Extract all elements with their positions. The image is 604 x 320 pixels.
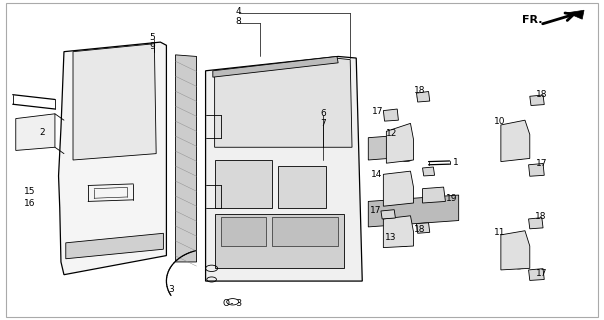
Polygon shape	[66, 233, 164, 259]
Polygon shape	[384, 216, 414, 248]
Polygon shape	[214, 214, 344, 268]
Polygon shape	[384, 171, 414, 206]
Circle shape	[388, 135, 405, 144]
Circle shape	[505, 244, 521, 252]
Text: 13: 13	[385, 233, 397, 242]
Polygon shape	[501, 231, 530, 270]
Text: 17: 17	[536, 159, 548, 168]
Polygon shape	[272, 217, 338, 246]
Polygon shape	[205, 56, 362, 281]
Polygon shape	[501, 120, 530, 162]
Polygon shape	[530, 95, 544, 106]
Text: 11: 11	[494, 228, 506, 237]
Polygon shape	[567, 10, 584, 19]
Text: 14: 14	[371, 170, 382, 179]
Circle shape	[513, 153, 525, 159]
Text: 1: 1	[453, 158, 458, 167]
Text: 12: 12	[385, 129, 397, 138]
Text: 7: 7	[320, 119, 326, 128]
Circle shape	[423, 169, 433, 174]
Circle shape	[505, 133, 521, 142]
Text: 18: 18	[414, 225, 425, 234]
Text: 8: 8	[236, 17, 242, 26]
Text: 3: 3	[169, 284, 174, 293]
Text: 18: 18	[536, 90, 548, 99]
Circle shape	[397, 240, 410, 247]
Circle shape	[530, 272, 541, 277]
Text: 4: 4	[236, 7, 242, 16]
Text: 6: 6	[320, 109, 326, 118]
Polygon shape	[384, 109, 399, 121]
Circle shape	[513, 263, 525, 269]
Polygon shape	[387, 123, 414, 163]
Polygon shape	[528, 269, 544, 280]
Polygon shape	[417, 92, 430, 102]
Polygon shape	[175, 55, 196, 262]
Circle shape	[388, 224, 403, 233]
Text: O- 3: O- 3	[223, 299, 242, 308]
Polygon shape	[423, 167, 434, 176]
Circle shape	[530, 167, 541, 172]
Text: 17: 17	[370, 206, 382, 215]
Text: 15: 15	[24, 187, 36, 196]
Text: 9: 9	[149, 42, 155, 52]
Circle shape	[532, 98, 541, 103]
Text: 17: 17	[371, 107, 383, 116]
Polygon shape	[368, 195, 458, 227]
Text: 17: 17	[536, 268, 548, 278]
Text: 5: 5	[149, 33, 155, 42]
Circle shape	[397, 198, 409, 204]
Circle shape	[30, 130, 41, 136]
Polygon shape	[220, 217, 266, 246]
Text: 2: 2	[39, 128, 45, 137]
Polygon shape	[381, 210, 396, 219]
Circle shape	[418, 225, 428, 230]
Circle shape	[400, 155, 413, 162]
Text: 16: 16	[24, 198, 36, 207]
Polygon shape	[528, 218, 543, 229]
Circle shape	[25, 127, 47, 139]
Polygon shape	[214, 160, 272, 208]
Polygon shape	[278, 166, 326, 208]
Polygon shape	[368, 134, 411, 160]
Polygon shape	[528, 164, 544, 176]
Circle shape	[417, 94, 428, 100]
Circle shape	[385, 112, 397, 119]
Text: FR.: FR.	[522, 15, 542, 26]
Polygon shape	[423, 187, 445, 203]
Polygon shape	[16, 114, 55, 150]
Polygon shape	[73, 44, 156, 160]
Polygon shape	[214, 58, 352, 147]
Text: 19: 19	[446, 194, 457, 204]
Circle shape	[382, 211, 393, 217]
Polygon shape	[213, 56, 338, 77]
Polygon shape	[59, 42, 167, 275]
Text: 18: 18	[535, 212, 547, 221]
Circle shape	[389, 180, 405, 188]
Polygon shape	[417, 223, 430, 233]
Circle shape	[530, 220, 540, 226]
Text: 10: 10	[494, 116, 506, 126]
Text: 18: 18	[414, 86, 425, 95]
